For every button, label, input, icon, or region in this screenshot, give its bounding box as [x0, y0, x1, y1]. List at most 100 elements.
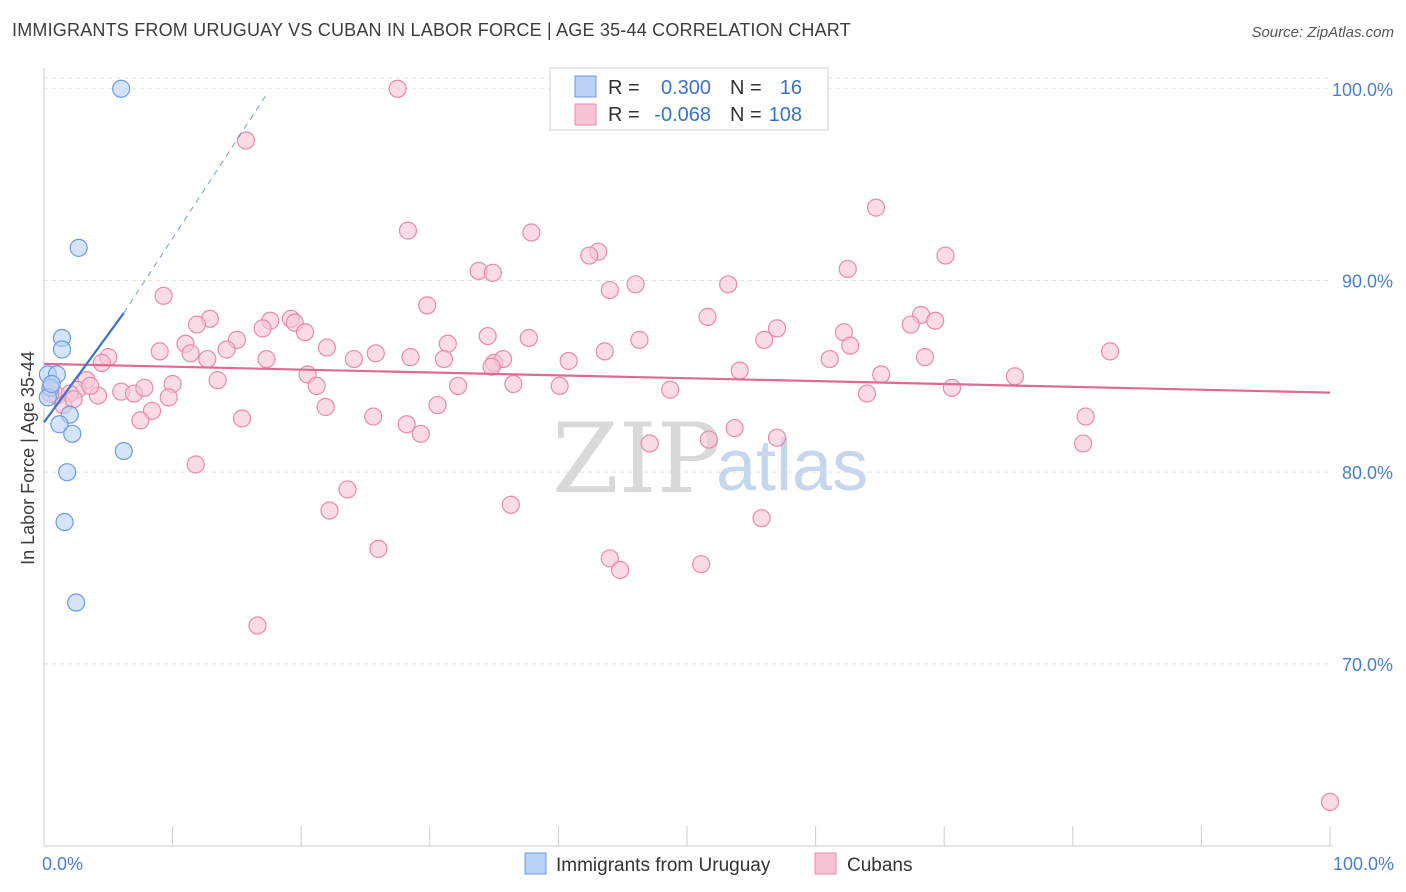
data-point [112, 79, 131, 98]
y-tick-label: 90.0% [1342, 271, 1393, 291]
series-legend-label-uruguay: Immigrants from Uruguay [556, 855, 771, 876]
data-point [135, 378, 154, 397]
data-point [767, 319, 787, 338]
y-tick-label: 100.0% [1332, 80, 1393, 100]
data-point [640, 434, 659, 453]
data-point [418, 296, 437, 315]
data-point [820, 349, 839, 369]
data-point [58, 463, 77, 482]
legend-swatch-cubans [574, 103, 597, 126]
data-point [550, 376, 569, 396]
data-point [926, 311, 945, 330]
data-point [580, 246, 599, 265]
uruguay-points [38, 79, 133, 612]
data-point [611, 560, 630, 580]
data-point [1100, 342, 1120, 361]
y-tick-label: 80.0% [1342, 463, 1393, 483]
data-point [595, 342, 614, 361]
data-point [232, 409, 252, 428]
data-point [872, 365, 891, 384]
data-point [661, 380, 680, 399]
data-point [236, 131, 256, 150]
data-point [55, 512, 74, 532]
data-point [519, 328, 538, 348]
data-point [478, 326, 497, 346]
data-point [901, 315, 920, 334]
data-point [942, 378, 962, 397]
cubans-trend-line [43, 362, 1331, 394]
data-point [401, 348, 420, 367]
data-point [131, 411, 150, 430]
data-point [482, 357, 501, 376]
legend-n-label-1: N = [730, 77, 762, 99]
data-point [67, 593, 86, 612]
data-point [397, 415, 416, 434]
data-point [448, 376, 468, 396]
y-axis-title: In Labor Force | Age 35-44 [18, 351, 38, 565]
data-point [504, 374, 523, 394]
data-point [150, 342, 169, 361]
data-point [755, 330, 774, 349]
data-point [364, 407, 383, 426]
data-point [159, 388, 178, 407]
data-point [42, 374, 61, 394]
legend-n-value-1: 16 [780, 77, 802, 99]
data-point [369, 539, 388, 558]
data-point [1073, 434, 1093, 453]
legend-n-value-2: 108 [769, 104, 802, 126]
legend-swatch-uruguay [574, 75, 597, 98]
data-point [841, 336, 860, 355]
data-point [725, 418, 744, 438]
data-point [316, 397, 335, 417]
data-point [81, 376, 100, 396]
legend-r-label-2: R = [608, 104, 640, 126]
x-ticks [43, 826, 1331, 846]
data-point [388, 79, 407, 98]
source-label: Source: ZipAtlas.com [1251, 24, 1394, 41]
grid-lines [44, 77, 1332, 665]
data-point [838, 259, 857, 279]
data-point [248, 616, 267, 635]
data-point [1005, 367, 1025, 386]
data-point [438, 334, 457, 353]
y-tick-label: 70.0% [1342, 655, 1393, 675]
data-point [63, 424, 82, 443]
series-legend-swatch-uruguay [524, 852, 547, 875]
y-tick-labels: 70.0% 80.0% 90.0% 100.0% [1332, 80, 1393, 675]
data-point [398, 221, 418, 240]
data-point [186, 455, 205, 474]
data-point [52, 340, 72, 359]
data-point [626, 275, 645, 294]
x-tick-label-min: 0.0% [42, 854, 83, 874]
data-point [866, 198, 886, 217]
data-point [752, 509, 771, 528]
data-point [307, 376, 326, 396]
data-point [915, 348, 935, 367]
data-point [257, 349, 276, 369]
data-point [559, 351, 578, 371]
data-point [217, 340, 236, 359]
data-point [522, 223, 541, 242]
uruguay-trend-line [43, 312, 125, 423]
data-point [936, 246, 955, 265]
data-point [600, 280, 619, 300]
data-point [366, 344, 385, 363]
data-point [428, 395, 447, 415]
series-legend: Immigrants from Uruguay Cubans [524, 852, 913, 876]
data-point [69, 238, 88, 257]
data-point [411, 424, 430, 443]
trend-lines [43, 92, 1331, 423]
data-point [1076, 407, 1095, 426]
stats-legend: R = 0.300 N = 16 R = -0.068 N = 108 [549, 67, 829, 131]
data-point [317, 338, 337, 357]
legend-r-value-1: 0.300 [661, 77, 711, 99]
data-point [699, 430, 718, 449]
data-point [50, 415, 69, 434]
data-point [630, 330, 649, 349]
cubans-points [41, 79, 1340, 812]
data-point [187, 315, 207, 334]
series-legend-swatch-cubans [814, 852, 837, 875]
data-point [857, 384, 877, 403]
watermark-zip: ZIP [552, 403, 721, 515]
